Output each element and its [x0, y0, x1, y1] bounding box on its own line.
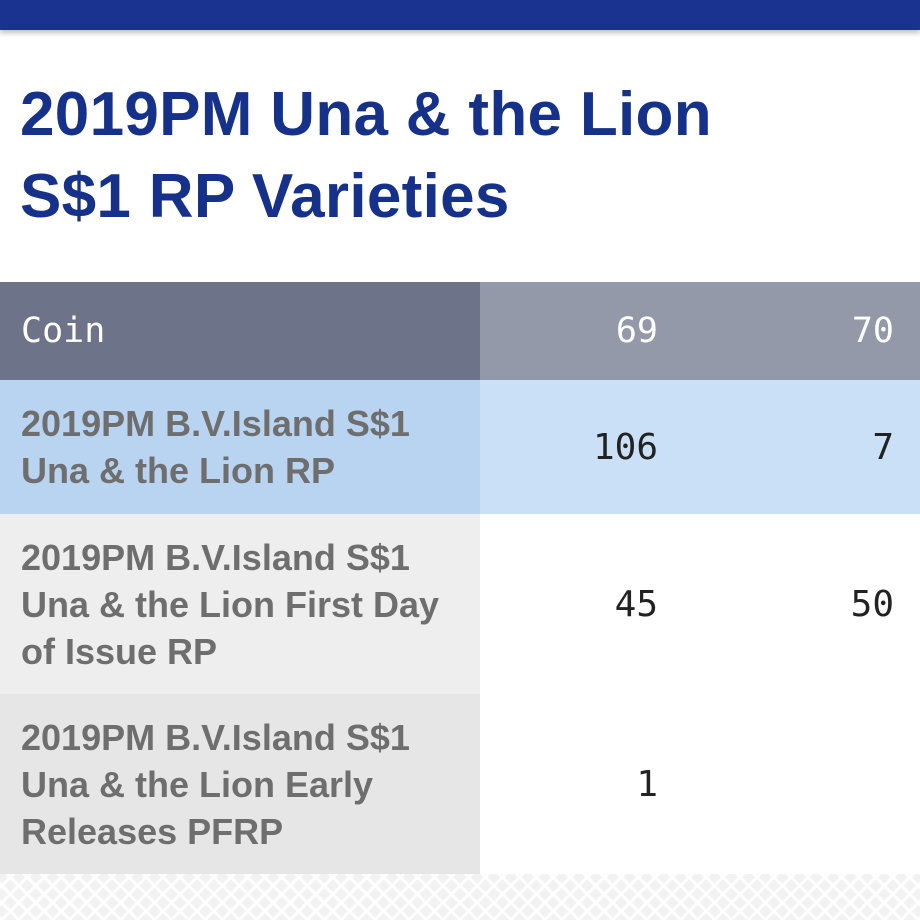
grade-70-count: 50: [702, 514, 920, 694]
decorative-footer-pattern: [0, 874, 920, 920]
coin-name-cell[interactable]: 2019PM B.V.Island S$1 Una & the Lion Fir…: [0, 514, 480, 694]
page-title: 2019PM Una & the Lion S$1 RP Varieties: [20, 74, 900, 238]
grade-70-count: 7: [702, 380, 920, 514]
grade-69-count: 45: [480, 514, 702, 694]
coin-name-cell[interactable]: 2019PM B.V.Island S$1 Una & the Lion RP: [0, 380, 480, 514]
column-header-grade-69[interactable]: 69: [480, 282, 702, 380]
table-header-row: Coin 69 70: [0, 282, 920, 380]
table-row[interactable]: 2019PM B.V.Island S$1 Una & the Lion Fir…: [0, 514, 920, 694]
table-row[interactable]: 2019PM B.V.Island S$1 Una & the Lion RP …: [0, 380, 920, 514]
top-nav-bar: [0, 0, 920, 30]
grade-70-count: [702, 694, 920, 874]
coin-name-cell[interactable]: 2019PM B.V.Island S$1 Una & the Lion Ear…: [0, 694, 480, 874]
column-header-grade-70[interactable]: 70: [702, 282, 920, 380]
table-row[interactable]: 2019PM B.V.Island S$1 Una & the Lion Ear…: [0, 694, 920, 874]
page-title-line-2: S$1 RP Varieties: [20, 162, 510, 231]
population-table: Coin 69 70 2019PM B.V.Island S$1 Una & t…: [0, 282, 920, 874]
page-title-line-1: 2019PM Una & the Lion: [20, 80, 712, 149]
grade-69-count: 1: [480, 694, 702, 874]
column-header-coin[interactable]: Coin: [0, 282, 480, 380]
grade-69-count: 106: [480, 380, 702, 514]
